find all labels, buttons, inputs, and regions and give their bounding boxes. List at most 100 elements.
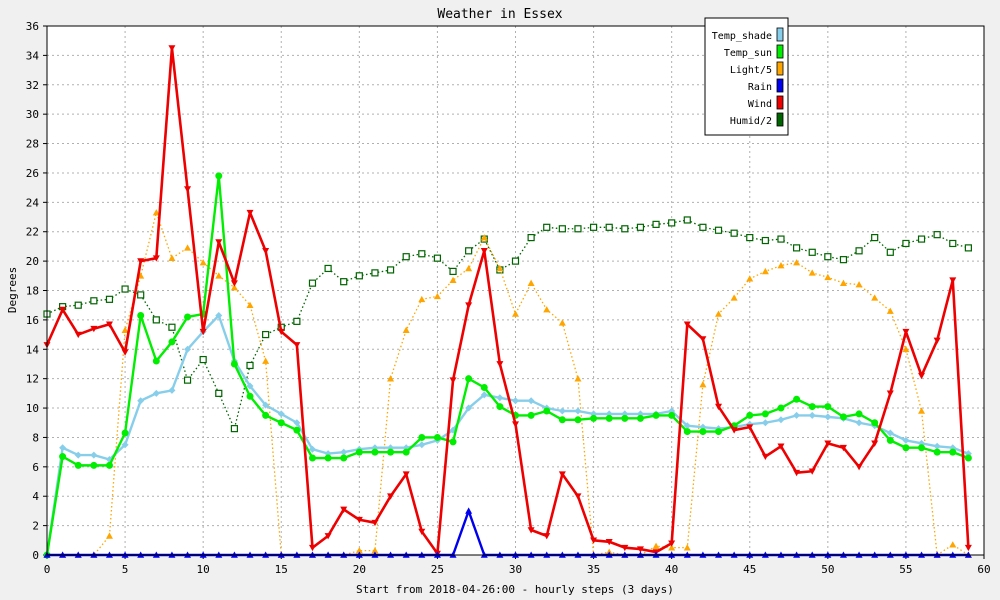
data-point-temp-sun	[871, 419, 879, 427]
data-point-temp-shade	[886, 429, 894, 437]
data-point-temp-sun	[293, 426, 301, 434]
data-point-humid-2	[246, 361, 254, 370]
data-point-temp-shade	[933, 442, 941, 450]
data-point-humid-2	[511, 257, 520, 265]
data-point-temp-sun	[761, 410, 769, 418]
data-point-humid-2	[152, 316, 160, 324]
data-point-temp-sun	[121, 429, 129, 437]
data-point-humid-2	[917, 235, 926, 243]
data-point-wind	[543, 533, 551, 540]
data-point-light-5	[683, 544, 691, 551]
data-point-temp-shade	[137, 397, 145, 405]
legend-swatch-temp-shade	[776, 27, 784, 42]
data-point-temp-shade	[683, 422, 691, 430]
data-point-humid-2	[355, 272, 363, 280]
data-point-wind	[340, 506, 348, 513]
data-point-wind	[512, 421, 519, 428]
data-point-temp-sun	[215, 172, 223, 180]
data-point-wind	[902, 328, 910, 336]
data-point-wind	[730, 427, 738, 434]
data-point-wind	[574, 493, 582, 500]
data-point-light-5	[855, 281, 863, 288]
data-point-humid-2	[121, 285, 129, 293]
data-point-humid-2	[418, 250, 426, 258]
data-point-light-5	[121, 326, 129, 333]
data-point-light-5	[215, 272, 223, 279]
data-point-temp-sun	[230, 360, 238, 368]
x-tick-label: 45	[743, 563, 756, 576]
data-point-temp-sun	[277, 419, 285, 427]
data-point-light-5	[871, 294, 879, 301]
data-point-wind	[949, 277, 957, 284]
legend-swatch-rain	[776, 78, 784, 93]
y-tick-label: 32	[26, 79, 39, 92]
data-point-temp-shade	[808, 411, 816, 419]
legend-swatch-humid-2	[776, 112, 784, 127]
x-tick-label: 55	[899, 563, 912, 576]
data-point-humid-2	[293, 317, 301, 325]
data-point-temp-sun	[699, 428, 707, 436]
series-line-wind	[45, 46, 970, 555]
data-point-wind	[808, 468, 816, 475]
y-tick-label: 30	[26, 108, 39, 121]
data-point-temp-shade	[902, 436, 910, 444]
chart-title: Weather in Essex	[437, 7, 562, 22]
data-point-humid-2	[808, 248, 816, 256]
y-tick-label: 24	[26, 196, 40, 209]
data-point-temp-shade	[793, 411, 801, 419]
data-point-humid-2	[324, 264, 332, 273]
data-point-light-5	[746, 275, 754, 282]
data-point-wind	[262, 248, 270, 255]
y-tick-label: 2	[32, 520, 39, 533]
data-point-wind	[918, 372, 926, 380]
x-axis-label: Start from 2018-04-26:00 - hourly steps …	[356, 583, 674, 596]
y-tick-label: 8	[32, 431, 39, 444]
data-point-temp-sun	[340, 454, 348, 462]
data-point-humid-2	[636, 223, 645, 231]
data-point-humid-2	[699, 223, 707, 231]
data-point-wind	[496, 361, 504, 368]
x-tick-label: 50	[821, 563, 834, 576]
x-tick-label: 40	[665, 563, 678, 576]
data-point-light-5	[699, 381, 707, 388]
data-point-wind	[668, 540, 676, 547]
data-point-light-5	[402, 326, 410, 333]
data-point-light-5	[668, 544, 676, 551]
series-humid-2	[43, 216, 972, 433]
data-point-temp-sun	[355, 448, 363, 456]
data-point-wind	[886, 390, 894, 397]
data-point-temp-sun	[324, 454, 332, 462]
data-point-light-5	[418, 295, 426, 303]
data-point-temp-shade	[308, 445, 316, 453]
data-point-wind	[855, 464, 863, 471]
data-point-temp-shade	[465, 404, 473, 412]
data-point-humid-2	[168, 323, 176, 331]
data-point-wind	[871, 440, 879, 447]
data-point-wind	[90, 325, 98, 333]
data-point-light-5	[465, 264, 473, 272]
data-point-temp-sun	[527, 411, 535, 419]
data-point-humid-2	[308, 279, 317, 287]
data-point-wind	[418, 528, 426, 535]
y-tick-label: 10	[26, 402, 39, 415]
legend-label-temp-sun: Temp_sun	[724, 48, 772, 59]
data-point-temp-sun	[105, 461, 113, 469]
series-line-light-5	[47, 211, 969, 556]
data-point-wind	[74, 331, 82, 339]
data-point-humid-2	[902, 239, 910, 248]
data-point-humid-2	[933, 231, 941, 239]
data-point-temp-sun	[152, 357, 160, 365]
data-point-light-5	[512, 310, 519, 317]
data-point-wind	[746, 424, 754, 431]
legend-label-rain: Rain	[748, 82, 772, 93]
data-point-temp-sun	[59, 453, 67, 461]
data-point-light-5	[777, 262, 785, 269]
data-point-humid-2	[215, 389, 223, 397]
data-point-temp-sun	[480, 383, 488, 391]
data-point-humid-2	[449, 267, 457, 275]
data-point-temp-sun	[933, 448, 941, 456]
data-point-light-5	[262, 357, 270, 364]
data-point-temp-shade	[74, 451, 82, 459]
data-point-humid-2	[543, 223, 551, 231]
data-point-temp-sun	[777, 404, 785, 412]
